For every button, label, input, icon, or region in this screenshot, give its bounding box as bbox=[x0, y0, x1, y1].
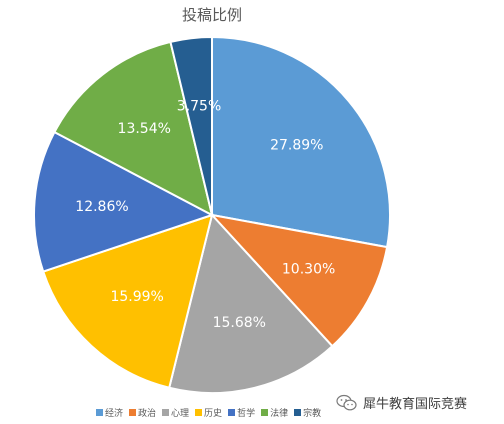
legend-label: 心理 bbox=[171, 409, 190, 419]
chart-title: 投稿比例 bbox=[181, 6, 242, 24]
chart-legend: 经济 政治 心理 历史 哲学 法律 宗教 bbox=[96, 406, 321, 419]
legend-swatch bbox=[96, 409, 103, 416]
legend-label: 宗教 bbox=[303, 409, 322, 419]
pie-slice-法律 bbox=[53, 40, 214, 217]
legend-label: 政治 bbox=[138, 409, 157, 419]
legend-item-哲学: 哲学 bbox=[228, 406, 255, 419]
legend-label: 法律 bbox=[270, 409, 289, 419]
pie-slice-心理 bbox=[167, 212, 334, 394]
legend-item-法律: 法律 bbox=[261, 406, 288, 419]
pie-slice-政治 bbox=[209, 213, 389, 348]
data-label-哲学: 12.86% bbox=[75, 199, 128, 215]
pie-slice-经济 bbox=[211, 35, 391, 249]
legend-item-心理: 心理 bbox=[162, 406, 189, 419]
data-label-宗教: 3.75% bbox=[177, 98, 221, 114]
data-label-心理: 15.68% bbox=[213, 315, 266, 331]
data-label-历史: 15.99% bbox=[110, 289, 163, 305]
pie-slice-宗教 bbox=[169, 35, 213, 216]
legend-swatch bbox=[195, 409, 203, 416]
data-label-经济: 27.89% bbox=[270, 137, 323, 153]
pie-slice-哲学 bbox=[33, 130, 215, 273]
data-label-法律: 13.54% bbox=[118, 121, 171, 137]
watermark: 犀牛教育国际竞赛 bbox=[336, 393, 467, 412]
legend-swatch bbox=[129, 409, 137, 416]
legend-label: 哲学 bbox=[237, 409, 256, 419]
legend-label: 历史 bbox=[204, 409, 223, 419]
watermark-text: 犀牛教育国际竞赛 bbox=[363, 397, 468, 412]
legend-swatch bbox=[228, 409, 236, 416]
legend-swatch bbox=[261, 409, 269, 416]
legend-swatch bbox=[294, 409, 302, 416]
legend-swatch bbox=[162, 409, 170, 416]
legend-item-历史: 历史 bbox=[195, 406, 222, 419]
data-label-政治: 10.30% bbox=[282, 261, 335, 277]
wechat-icon bbox=[336, 394, 357, 410]
pie-chart: 27.89% 10.30% 15.68% 15.99% 12.86% 13.54% 3.75… bbox=[33, 35, 391, 394]
legend-item-宗教: 宗教 bbox=[294, 406, 321, 419]
legend-item-经济: 经济 bbox=[96, 406, 123, 419]
legend-label: 经济 bbox=[105, 409, 124, 419]
legend-item-政治: 政治 bbox=[129, 406, 156, 419]
